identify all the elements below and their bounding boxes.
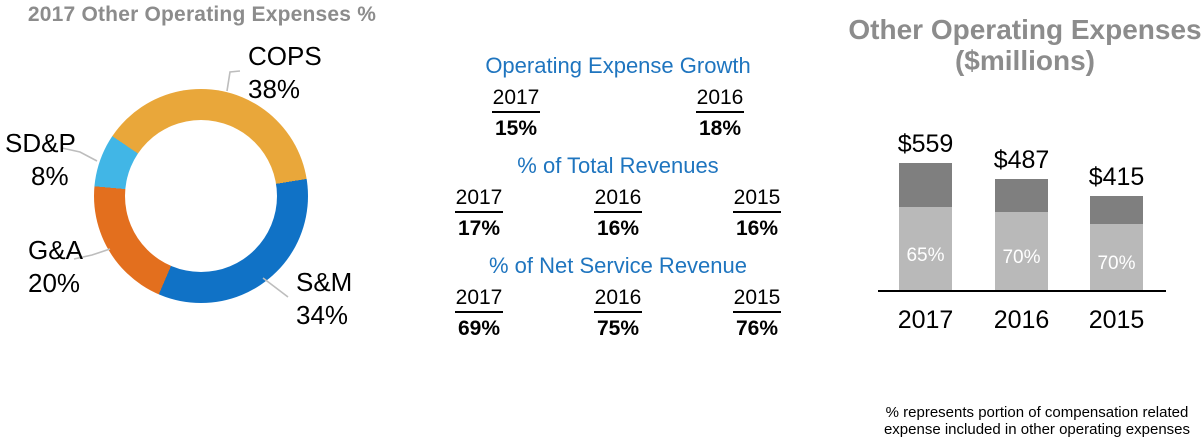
year-header: 2016: [593, 286, 643, 313]
bar-total-label: $559: [897, 130, 954, 158]
bar-group: $415 70% 2015: [1089, 163, 1145, 334]
footnote-line1: % represents portion of compensation rel…: [885, 404, 1189, 421]
donut-label-cops: COPS 38%: [248, 40, 322, 106]
table-cell: 2017 69%: [430, 286, 528, 341]
year-value: 16%: [735, 217, 779, 240]
bar-segment-compensation: 65%: [899, 207, 952, 290]
year-header: 2015: [732, 186, 782, 213]
table-pct-net-service-revenue: % of Net Service Revenue 2017 69% 2016 7…: [430, 253, 806, 341]
year-value: 75%: [596, 317, 640, 340]
bar-group: $487 70% 2016: [994, 146, 1050, 334]
year-value: 17%: [457, 217, 501, 240]
bar-segment-other: [995, 179, 1048, 212]
table-cell: 2017 15%: [430, 86, 602, 141]
table-cell: 2016 18%: [634, 86, 806, 141]
year-value: 16%: [596, 217, 640, 240]
footnote: % represents portion of compensation rel…: [870, 404, 1204, 438]
table-cell: 2017 17%: [430, 186, 528, 241]
donut-chart: [94, 89, 308, 303]
donut-chart-title: 2017 Other Operating Expenses %: [27, 3, 377, 26]
year-header: 2016: [593, 186, 643, 213]
donut-label-sm-pct: 34%: [296, 300, 349, 330]
donut-label-ga: G&A 20%: [28, 234, 83, 300]
donut-label-sm: S&M 34%: [296, 266, 352, 332]
table-heading: Operating Expense Growth: [485, 53, 751, 78]
bar-pct-label: 70%: [1097, 253, 1136, 274]
bar-segment-other: [1090, 196, 1143, 224]
year-header: 2017: [454, 186, 504, 213]
bar-axis-label: 2017: [897, 306, 954, 334]
table-heading: % of Net Service Revenue: [488, 253, 748, 278]
leader-line-cops: [226, 70, 241, 92]
year-header: 2015: [732, 286, 782, 313]
footnote-line2: expense included in other operating expe…: [883, 421, 1191, 438]
bar-chart-title: Other Operating Expenses ($millions): [846, 14, 1204, 76]
donut-label-sm-name: S&M: [296, 267, 353, 297]
bar-axis-label: 2015: [1088, 306, 1145, 334]
year-value: 76%: [735, 317, 779, 340]
table-row: 2017 15% 2016 18%: [430, 86, 806, 141]
bar-group: $559 65% 2017: [898, 130, 954, 334]
table-cell: 2015 16%: [708, 186, 806, 241]
bar-axis-label: 2016: [993, 306, 1050, 334]
year-header: 2017: [454, 286, 504, 313]
bar-chart-title-line1: Other Operating Expenses: [848, 14, 1202, 45]
table-cell: 2016 16%: [569, 186, 667, 241]
bar-pct-label: 65%: [906, 244, 945, 266]
bar-chart-title-line2: ($millions): [954, 45, 1095, 76]
year-value: 18%: [698, 117, 742, 140]
bar-total-label: $487: [993, 146, 1050, 174]
bar-segment-compensation: 70%: [1090, 224, 1143, 290]
year-header: 2017: [491, 86, 541, 113]
donut-label-sdp: SD&P 8%: [5, 127, 76, 193]
year-value: 69%: [457, 317, 501, 340]
donut-label-ga-name: G&A: [28, 235, 83, 265]
donut-hole: [125, 120, 277, 272]
donut-label-cops-name: COPS: [248, 41, 322, 71]
year-header: 2016: [695, 86, 745, 113]
year-value: 15%: [494, 117, 538, 140]
table-heading: % of Total Revenues: [517, 153, 719, 178]
donut-label-ga-pct: 20%: [28, 268, 81, 298]
bar-total-label: $415: [1088, 163, 1145, 191]
table-row: 2017 69% 2016 75% 2015 76%: [430, 286, 806, 341]
table-cell: 2015 76%: [708, 286, 806, 341]
table-cell: 2016 75%: [569, 286, 667, 341]
donut-label-sdp-name: SD&P: [5, 128, 76, 158]
donut-label-cops-pct: 38%: [248, 74, 301, 104]
table-operating-expense-growth: Operating Expense Growth 2017 15% 2016 1…: [430, 53, 806, 141]
donut-label-sdp-pct: 8%: [31, 161, 69, 191]
table-pct-total-revenues: % of Total Revenues 2017 17% 2016 16% 20…: [430, 153, 806, 241]
leader-line-sm: [262, 277, 289, 298]
bar-segment-other: [899, 163, 952, 207]
x-axis-line: [878, 290, 1166, 292]
table-row: 2017 17% 2016 16% 2015 16%: [430, 186, 806, 241]
bar-segment-compensation: 70%: [995, 212, 1048, 290]
bar-pct-label: 70%: [1002, 247, 1041, 268]
